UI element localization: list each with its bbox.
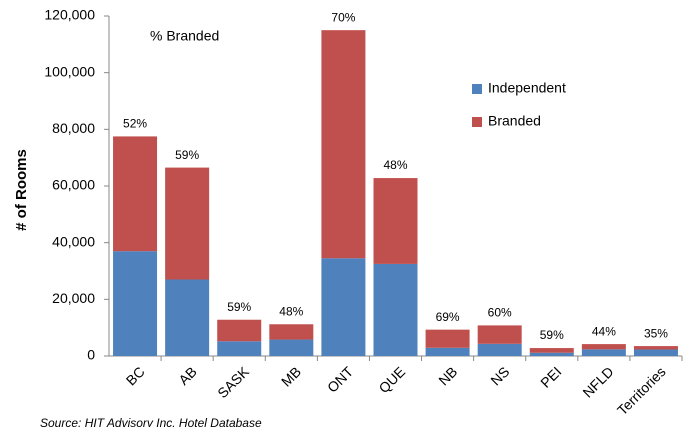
bar-segment (633, 346, 678, 350)
percent-label: 48% (279, 304, 303, 318)
y-tick-label: 120,000 (44, 7, 95, 23)
bar-segment (113, 251, 158, 356)
percent-label: 59% (175, 148, 199, 162)
percent-label: 44% (592, 324, 616, 338)
bar-segment (529, 352, 574, 356)
percent-label: 59% (540, 328, 564, 342)
bar-segment (165, 279, 210, 356)
bar-segment (477, 343, 522, 356)
y-tick-label: 100,000 (44, 63, 95, 79)
bar-segment (581, 344, 626, 350)
bar-segment (217, 319, 262, 342)
annotation: % Branded (150, 28, 219, 44)
y-axis-label: # of Rooms (13, 149, 30, 231)
y-tick-label: 20,000 (52, 290, 95, 306)
percent-label: 52% (123, 117, 147, 131)
bar-segment (269, 339, 314, 356)
percent-label: 70% (331, 10, 355, 24)
bar-segment (321, 30, 366, 259)
bar-segment (321, 258, 366, 356)
source: Source: HIT Advisory Inc. Hotel Database (40, 416, 262, 427)
y-tick-label: 80,000 (52, 120, 95, 136)
bar-segment (165, 167, 210, 280)
legend-label: Branded (488, 113, 541, 129)
y-tick-label: 40,000 (52, 233, 95, 249)
percent-label: 59% (227, 300, 251, 314)
bar-segment (529, 348, 574, 353)
bar-segment (477, 325, 522, 344)
bar-segment (113, 136, 158, 252)
bar-segment (581, 349, 626, 356)
percent-label: 35% (644, 326, 668, 340)
bar-segment (633, 349, 678, 356)
bar-segment (269, 324, 314, 340)
bar-segment (425, 329, 470, 348)
y-tick-label: 0 (87, 347, 95, 363)
percent-label: 48% (383, 158, 407, 172)
y-tick-label: 60,000 (52, 177, 95, 193)
bar-segment (217, 341, 262, 356)
percent-label: 60% (488, 306, 512, 320)
legend-label: Independent (488, 80, 566, 96)
bar-segment (373, 263, 418, 356)
legend-swatch (472, 84, 482, 94)
percent-label: 69% (436, 310, 460, 324)
bar-segment (373, 178, 418, 264)
bar-segment (425, 347, 470, 356)
legend-swatch (472, 117, 482, 127)
